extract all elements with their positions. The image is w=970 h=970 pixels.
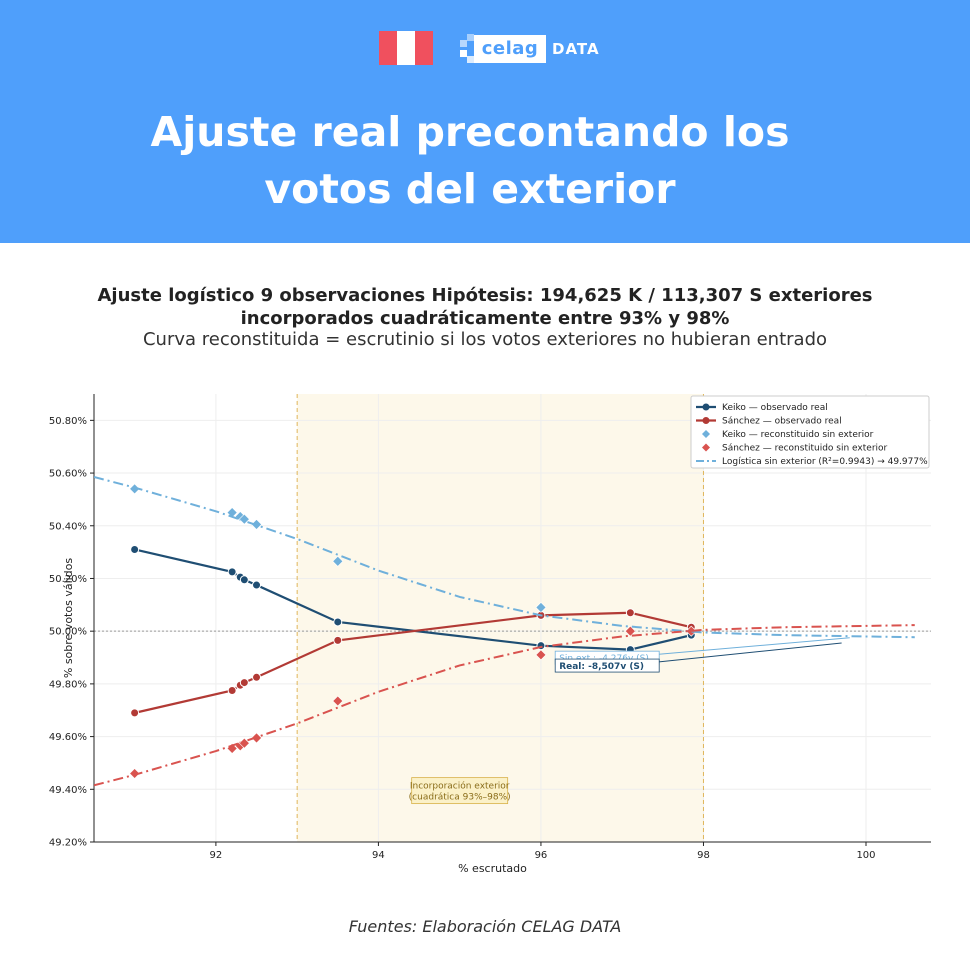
legend-item-1: Sánchez — observado real [696,417,842,427]
x-tick-label: 98 [697,850,710,861]
data-point-2 [332,555,344,567]
shaded-region-label-box [411,777,509,805]
y-tick-label: 50.80% [49,416,87,427]
data-point-1 [333,635,343,645]
title-line-1: Ajuste real precontando los [150,108,790,156]
logo-text: celag [474,35,546,63]
shaded-region [297,394,704,842]
title-line-2: votos del exterior [264,165,676,213]
peru-flag-icon [379,31,433,65]
data-point-3 [332,695,344,707]
y-tick-label: 50.40% [49,521,87,532]
series-line-4 [94,476,915,639]
series-line-5 [94,624,915,787]
data-point-3 [685,625,697,637]
data-point-1 [625,608,635,618]
header-banner: celag DATA Ajuste real precontando los v… [0,0,970,243]
data-point-2 [129,483,141,495]
data-point-0 [333,617,343,627]
legend-item-2: Keiko — reconstituido sin exterior [702,430,874,440]
legend-swatch-marker [702,417,710,424]
annotation-arrow-0 [637,637,850,657]
data-point-2 [535,602,547,613]
subtitle-line-1: Ajuste logístico 9 observaciones Hipótes… [97,285,873,306]
data-point-2 [238,513,250,525]
legend-label: Keiko — observado real [722,403,828,413]
legend-box [690,395,930,469]
data-point-3 [129,768,141,779]
chart-subtitle: Ajuste logístico 9 observaciones Hipótes… [20,284,950,330]
x-tick-label: 94 [372,850,385,861]
plot-series-group [94,476,915,787]
legend-label: Sánchez — reconstituido sin exterior [722,444,888,454]
y-tick-label: 50.00% [49,627,87,638]
x-tick-label: 92 [210,850,223,861]
annotation-arrow-1 [637,642,842,665]
y-tick-label: 50.20% [49,574,87,585]
data-point-3 [535,649,547,661]
legend-swatch-marker [702,430,710,438]
data-point-0 [239,575,249,585]
subtitle-line-2: incorporados cuadráticamente entre 93% y… [240,308,730,329]
celag-data-logo: celag DATA [460,32,600,64]
y-tick-label: 49.40% [49,785,87,796]
data-point-0 [130,544,140,554]
data-point-1 [227,685,237,695]
shaded-region-label-1: Incorporación exterior [410,781,510,792]
annotation-box-1 [554,658,660,673]
data-point-3 [238,737,250,749]
data-point-1 [239,678,249,688]
legend-item-3: Sánchez — reconstituido sin exterior [702,443,888,454]
subtitle-line-3: Curva reconstituida = escrutinio si los … [142,329,828,350]
page-title: Ajuste real precontando los votos del ex… [100,104,840,218]
annotation-text-1: Real: -8,507v (S) [559,662,644,672]
data-point-0 [227,567,237,577]
x-tick-label: 100 [856,850,875,861]
y-axis-label: % sobre votos válidos [62,558,75,679]
legend-swatch-marker [702,443,710,452]
x-axis-label: % escrutado [458,862,527,875]
logo-suffix: DATA [552,40,600,58]
y-tick-label: 50.60% [49,469,87,480]
legend-label: Keiko — reconstituido sin exterior [722,430,874,440]
data-point-3 [624,625,636,637]
legend-swatch-marker [702,403,710,411]
source-footer: Fuentes: Elaboración CELAG DATA [348,917,622,936]
legend-item-0: Keiko — observado real [696,403,828,413]
legend-label: Sánchez — observado real [722,417,842,427]
logistic-fit-chart: 49.20% 49.40% 49.60% 49.80% 50.00% 50.20% 50.4… [49,394,931,875]
data-point-0 [252,580,262,590]
legend-item-4: Logística sin exterior (R²=0.9943) → 49.… [696,457,928,467]
y-tick-label: 49.60% [49,732,87,743]
y-tick-label: 49.20% [49,838,87,849]
legend-label: Logística sin exterior (R²=0.9943) → 49.… [722,457,928,467]
x-tick-label: 96 [535,850,548,861]
y-tick-label: 49.80% [49,679,87,690]
shaded-region-label-2: (cuadrática 93%–98%) [409,793,511,803]
data-point-1 [130,708,140,718]
data-point-1 [252,672,262,682]
